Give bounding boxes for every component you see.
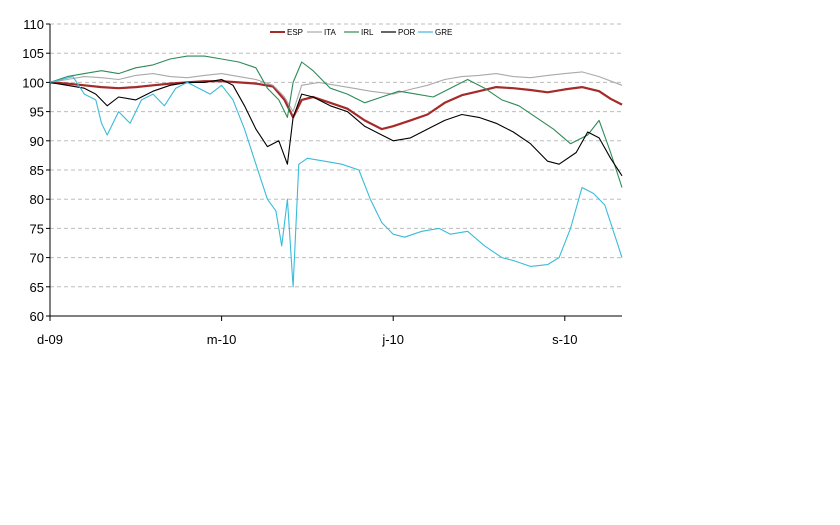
series-line-gre — [49, 76, 623, 288]
series-line-ita — [49, 71, 623, 113]
x-tick-label: d-09 — [37, 332, 63, 347]
legend: ESP ITA IRL POR GRE — [270, 28, 452, 37]
y-tick-label: 80 — [30, 192, 44, 207]
y-tick-label: 75 — [30, 221, 44, 236]
x-axis-ticks: d-09 m-10 j-10 s-10 — [37, 316, 577, 347]
legend-label-irl: IRL — [361, 28, 374, 37]
y-tick-label: 85 — [30, 163, 44, 178]
y-tick-label: 90 — [30, 134, 44, 149]
series-layer — [49, 55, 623, 288]
series-line-esp — [49, 80, 623, 131]
y-tick-label: 95 — [30, 105, 44, 120]
gridlines — [50, 23, 622, 288]
y-tick-label: 110 — [23, 17, 44, 32]
legend-label-esp: ESP — [287, 28, 303, 37]
legend-label-ita: ITA — [324, 28, 337, 37]
y-tick-label: 105 — [22, 46, 44, 61]
x-tick-label: j-10 — [381, 332, 404, 347]
y-tick-label: 65 — [30, 280, 44, 295]
x-tick-label: m-10 — [207, 332, 237, 347]
y-tick-label: 100 — [22, 75, 44, 90]
series-line-irl — [49, 55, 623, 188]
legend-label-gre: GRE — [435, 28, 452, 37]
y-axis-ticks: 60 65 70 75 80 85 90 95 100 105 110 — [22, 17, 50, 324]
x-tick-label: s-10 — [552, 332, 577, 347]
series-line-por — [49, 78, 623, 177]
legend-label-por: POR — [398, 28, 416, 37]
y-tick-label: 70 — [30, 251, 44, 266]
y-tick-label: 60 — [30, 309, 44, 324]
